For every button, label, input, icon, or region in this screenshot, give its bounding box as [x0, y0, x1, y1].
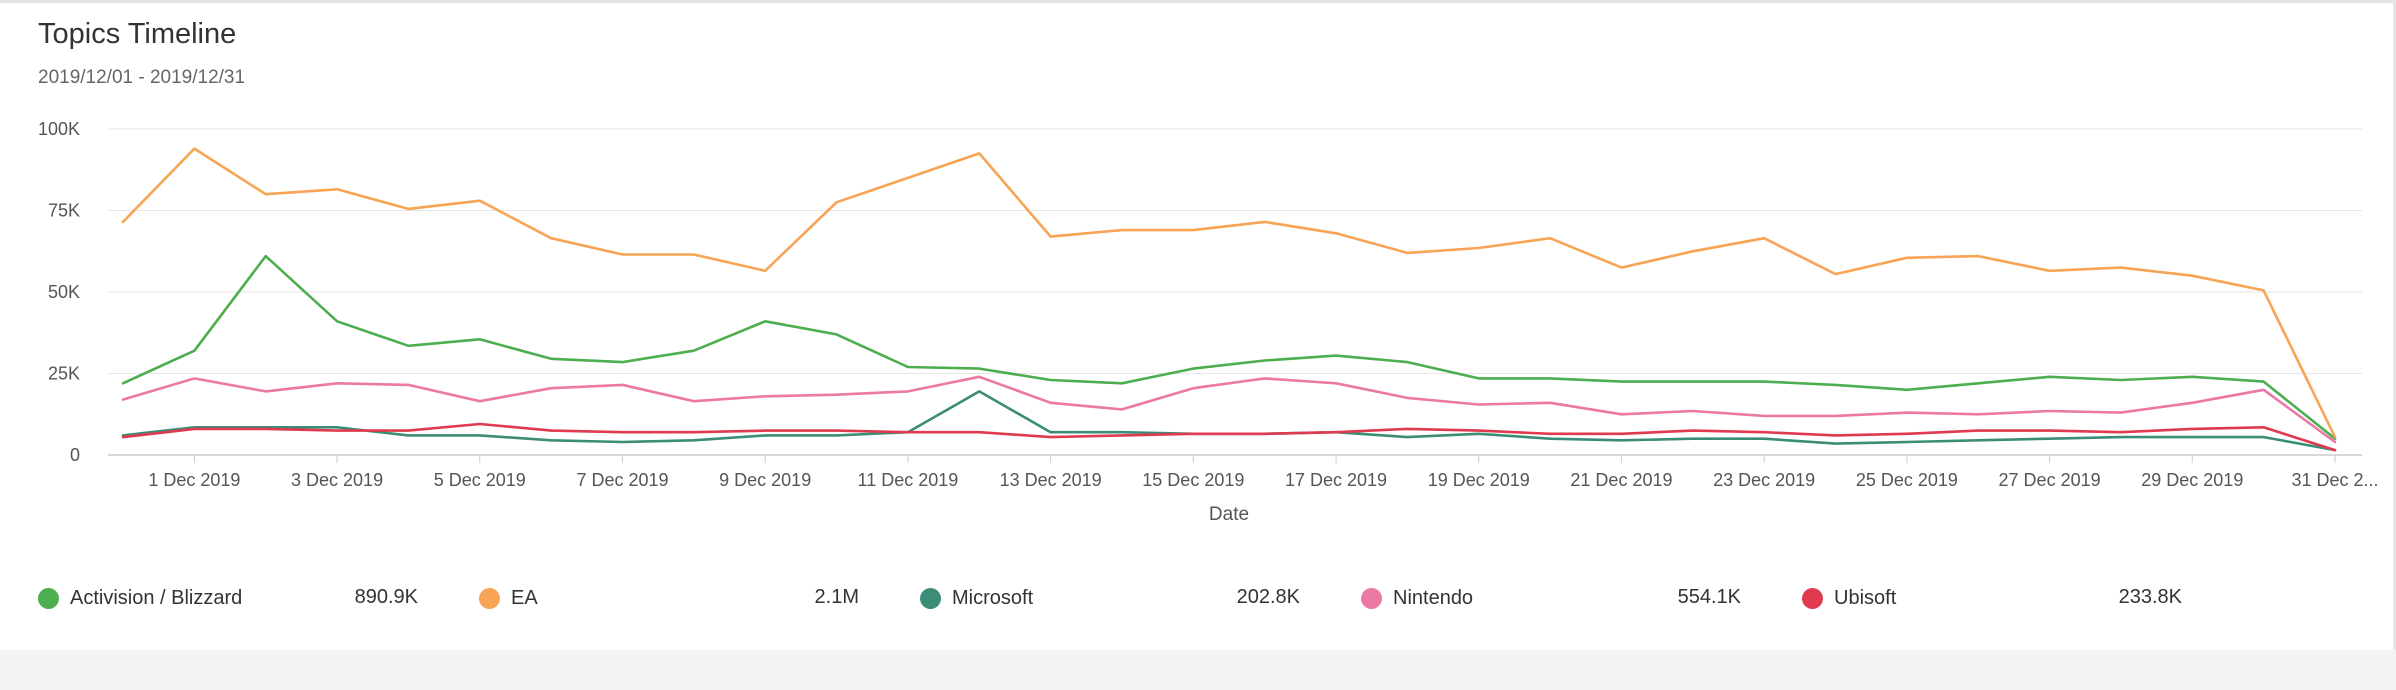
legend-total: 202.8K	[1236, 586, 1300, 608]
top-border	[0, 0, 2396, 3]
legend-total: 554.1K	[1677, 586, 1741, 608]
legend-item-activision-blizzard[interactable]: Activision / Blizzard	[38, 583, 242, 613]
legend-label: Activision / Blizzard	[70, 586, 243, 609]
y-tick-label: 100K	[38, 119, 80, 139]
series-line-microsoft	[121, 390, 2337, 452]
right-edge	[2393, 0, 2396, 690]
x-tick-label: 13 Dec 2019	[1000, 470, 1102, 490]
x-tick-label: 7 Dec 2019	[576, 470, 668, 490]
legend-marker	[38, 587, 59, 609]
series-line-ubisoft	[121, 422, 2337, 452]
line-chart: 0 25K 50K 75K 100K 1 Dec 2019 3 Dec 2019 5 Dec …	[38, 119, 2379, 525]
footer-band	[0, 650, 2396, 690]
legend-label: Microsoft	[952, 586, 1034, 609]
legend-marker	[1802, 587, 1823, 609]
legend-marker	[479, 587, 500, 609]
legend-item-nintendo[interactable]: Nintendo	[1361, 583, 1473, 613]
chart-legend: Activision / Blizzard 890.9K EA 2.1M Microso…	[38, 583, 2368, 613]
x-tick-label: 31 Dec 2...	[2291, 470, 2378, 490]
legend-item-ea[interactable]: EA	[479, 583, 538, 613]
x-tick-label: 29 Dec 2019	[2141, 470, 2243, 490]
x-tick-label: 9 Dec 2019	[719, 470, 811, 490]
x-tick-label: 21 Dec 2019	[1570, 470, 1672, 490]
x-tick-label: 17 Dec 2019	[1285, 470, 1387, 490]
x-tick-label: 11 Dec 2019	[858, 470, 959, 490]
legend-marker	[1361, 587, 1382, 609]
legend-marker	[920, 587, 941, 609]
legend-label: EA	[511, 586, 538, 609]
x-tick-label: 15 Dec 2019	[1142, 470, 1244, 490]
series-line-ea	[121, 147, 2337, 439]
y-tick-label: 75K	[48, 201, 80, 221]
x-tick-label: 23 Dec 2019	[1713, 470, 1815, 490]
x-tick-label: 3 Dec 2019	[291, 470, 383, 490]
series-line-nintendo	[121, 375, 2337, 444]
y-tick-label: 0	[70, 445, 80, 465]
x-tick-label: 25 Dec 2019	[1856, 470, 1958, 490]
legend-item-microsoft[interactable]: Microsoft	[920, 583, 1033, 613]
date-range: 2019/12/01 - 2019/12/31	[38, 67, 246, 88]
series-line-activision-blizzard	[121, 254, 2337, 441]
legend-total: 890.9K	[354, 586, 418, 608]
legend-total: 233.8K	[2118, 586, 2182, 608]
x-tick-label: 19 Dec 2019	[1428, 470, 1530, 490]
x-tick-label: 1 Dec 2019	[148, 470, 240, 490]
y-tick-label: 50K	[48, 282, 80, 302]
x-axis-title: Date	[1209, 504, 1249, 525]
x-tick-label: 27 Dec 2019	[1999, 470, 2101, 490]
legend-total: 2.1M	[814, 586, 859, 608]
chart-title: Topics Timeline	[38, 18, 237, 50]
legend-label: Ubisoft	[1834, 586, 1897, 609]
legend-item-ubisoft[interactable]: Ubisoft	[1802, 583, 1896, 613]
legend-label: Nintendo	[1393, 586, 1474, 609]
x-tick-label: 5 Dec 2019	[434, 470, 526, 490]
y-tick-label: 25K	[48, 364, 80, 384]
